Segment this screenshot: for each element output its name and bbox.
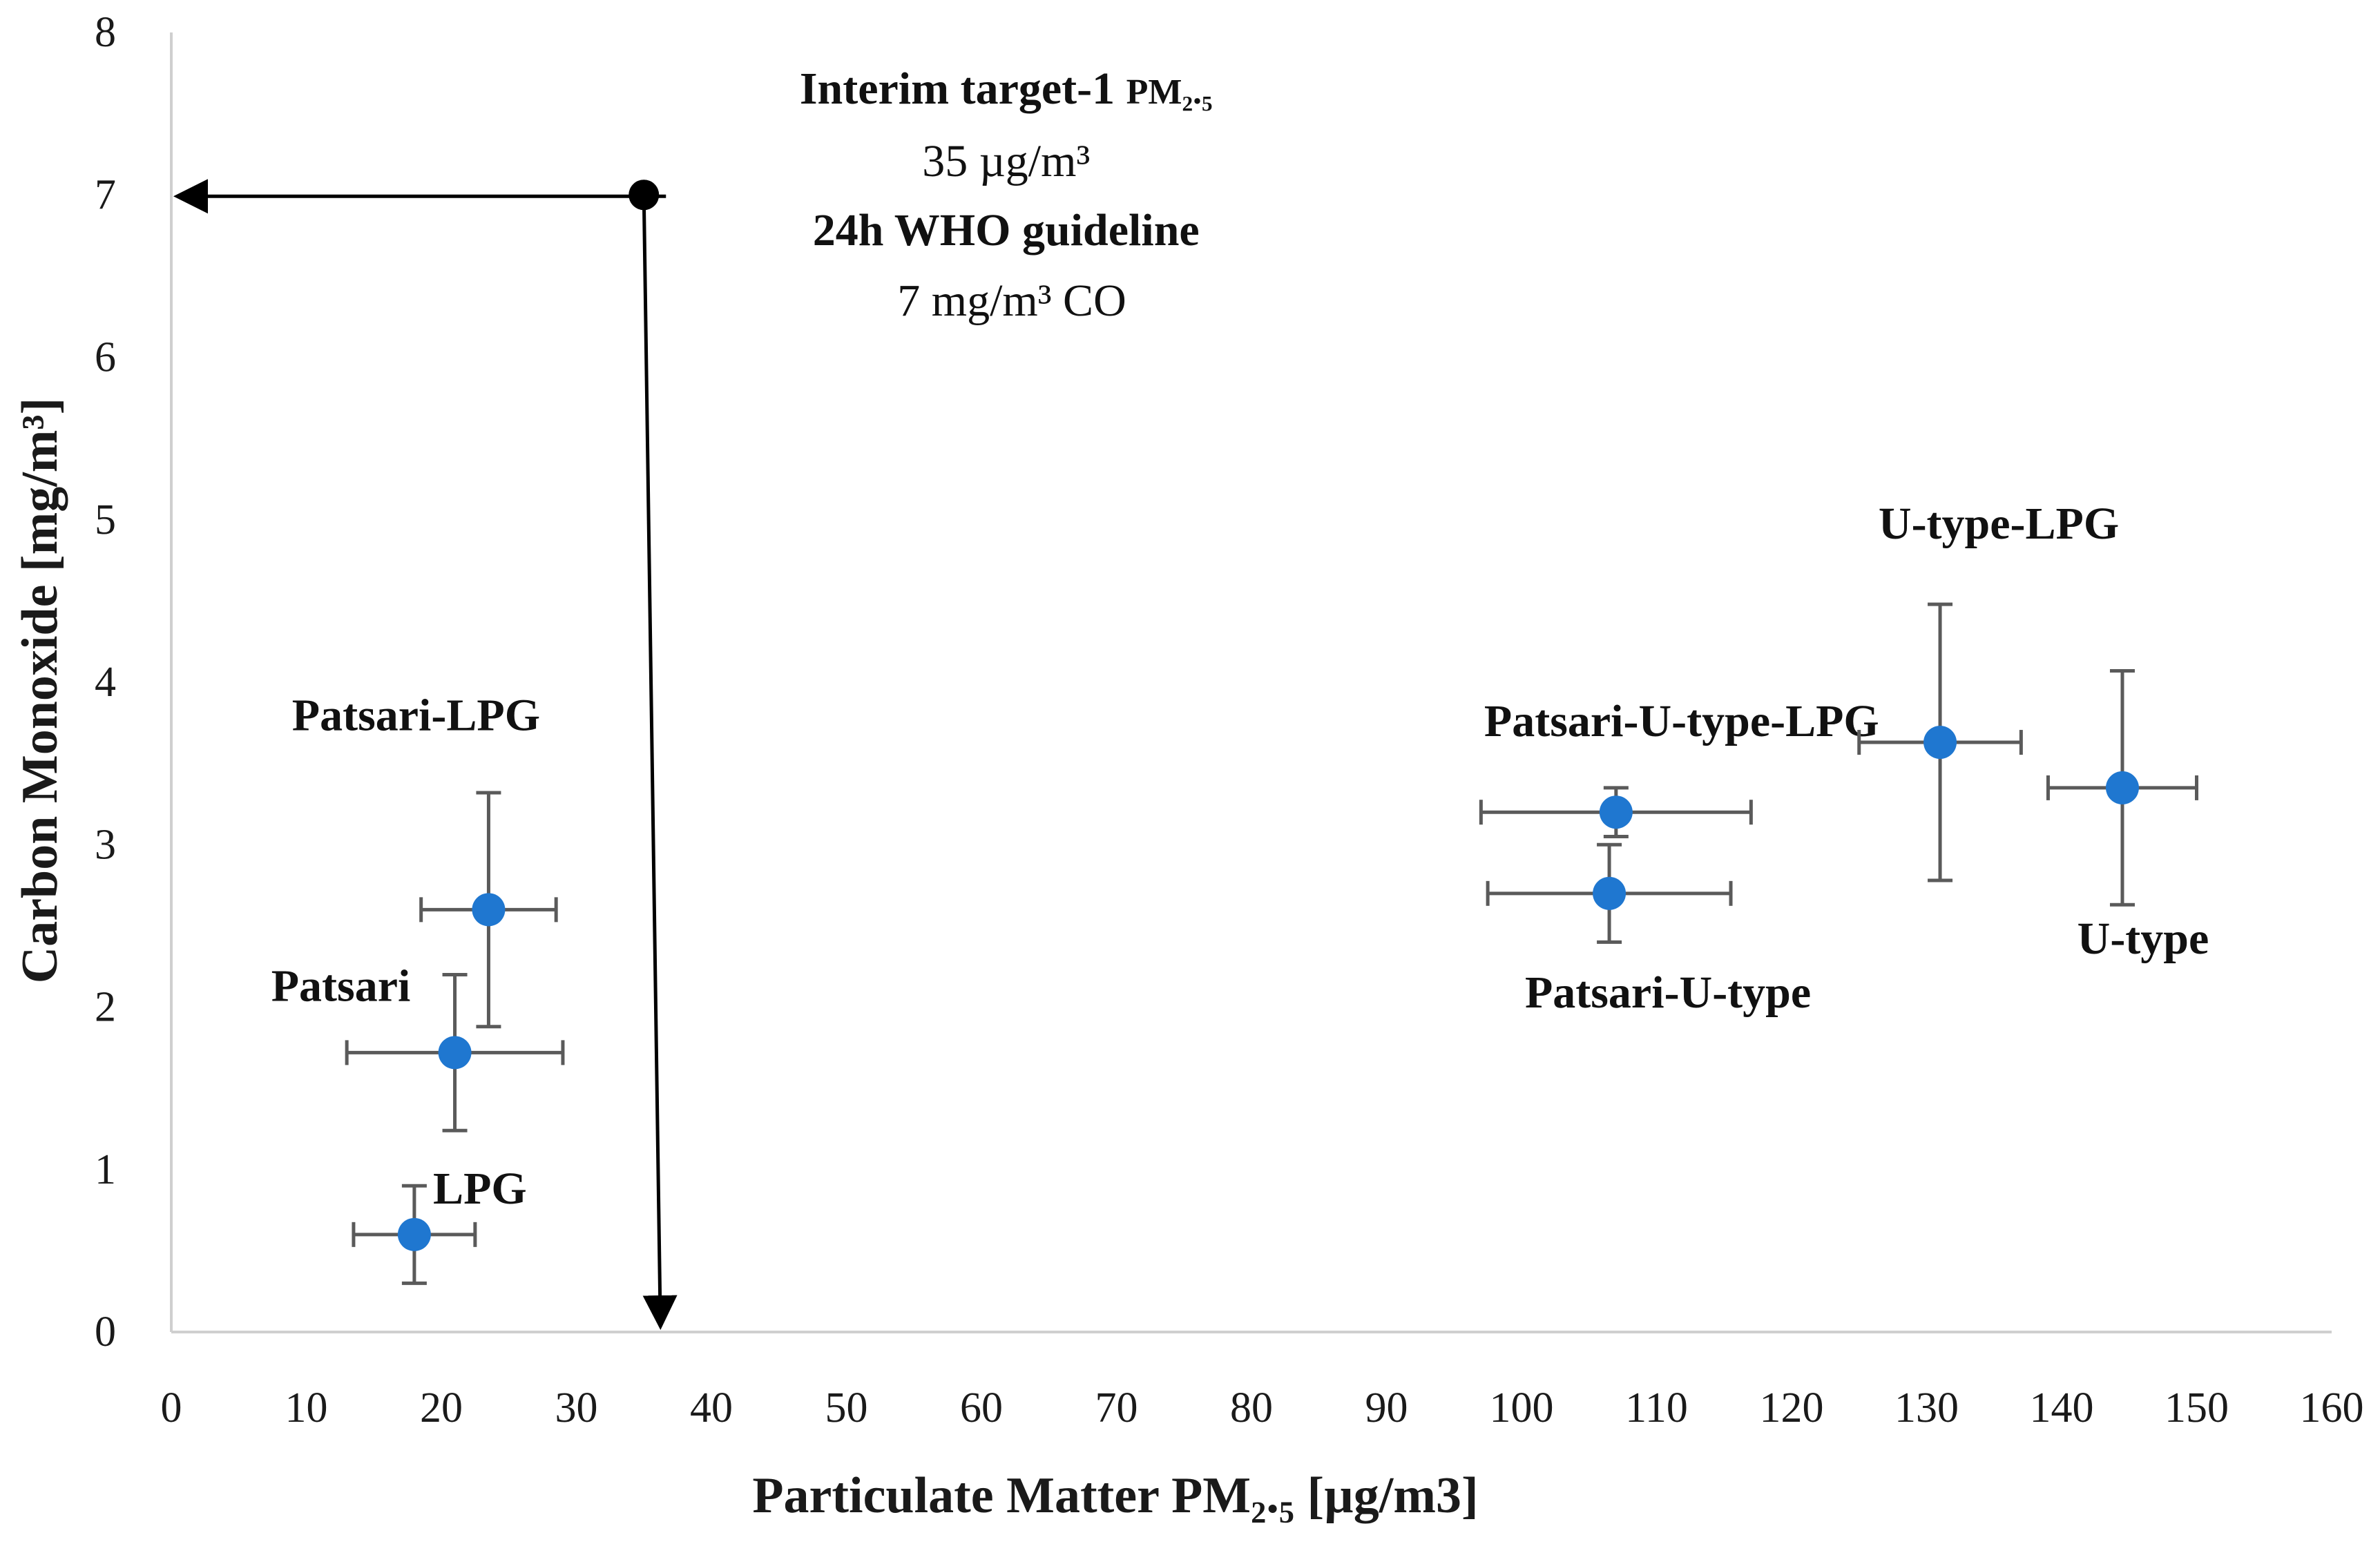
guideline-marker <box>628 180 660 211</box>
data-point <box>1923 726 1957 760</box>
data-point-group: U-type-LPG <box>1857 499 2119 882</box>
interim-target-label: Interim target-1 <box>800 64 1126 114</box>
guideline-arrows <box>173 179 678 1330</box>
x-tick-label: 70 <box>1095 1384 1138 1431</box>
data-series: LPG Patsari Patsari-LPG Patsari-U-type Patsa… <box>271 499 2209 1285</box>
x-tick-label: 90 <box>1365 1384 1408 1431</box>
x-tick-label: 80 <box>1230 1384 1273 1431</box>
data-point-label: Patsari-U-type <box>1525 967 1811 1018</box>
x-tick-label: 130 <box>1894 1384 1959 1431</box>
data-point-group: Patsari-U-type-LPG <box>1479 696 1879 838</box>
y-axis-title: Carbon Monoxide [mg/m³] <box>12 398 68 983</box>
x-tick-label: 100 <box>1490 1384 1554 1431</box>
y-tick-label: 8 <box>95 9 116 56</box>
y-tick-label: 5 <box>95 496 116 543</box>
data-point <box>472 893 506 927</box>
y-tick-label: 0 <box>95 1309 116 1355</box>
x-tick-label: 50 <box>825 1384 868 1431</box>
co-limit-value: 7 mg/m³ CO <box>897 276 1126 326</box>
data-point-group: Patsari <box>271 961 565 1132</box>
data-point-group: LPG <box>352 1164 527 1285</box>
x-tick-label: 120 <box>1760 1384 1824 1431</box>
data-point-label: Patsari-U-type-LPG <box>1484 696 1879 746</box>
x-tick-label: 150 <box>2165 1384 2229 1431</box>
x-tick-label: 30 <box>555 1384 598 1431</box>
interim-target-pm-label: PM₂.₅ <box>1126 73 1213 112</box>
data-point-label: U-type-LPG <box>1879 499 2119 549</box>
x-axis-ticks: 0 10 20 30 40 50 60 70 80 90 100 110 120 130 140 150 160 <box>161 1384 2364 1431</box>
data-point-label: Patsari <box>271 961 411 1011</box>
y-tick-label: 7 <box>95 171 116 218</box>
y-tick-label: 6 <box>95 334 116 381</box>
data-point-label: U-type <box>2077 914 2209 964</box>
y-axis-ticks: 0 1 2 3 4 5 6 7 8 <box>95 9 116 1355</box>
guideline-annotation: Interim target-1 PM₂.₅ 35 µg/m³ 24h WHO … <box>800 64 1224 326</box>
x-axis-title: Particulate Matter PM₂.₅ [µg/m3] <box>752 1467 1478 1524</box>
data-point <box>1593 876 1626 910</box>
x-tick-label: 20 <box>420 1384 463 1431</box>
x-tick-label: 110 <box>1625 1384 1688 1431</box>
pm-limit-value: 35 µg/m³ <box>922 136 1090 186</box>
data-point <box>1599 795 1633 829</box>
data-point-label: Patsari-LPG <box>292 690 540 740</box>
data-point-group: Patsari-U-type <box>1486 842 1811 1018</box>
x-tick-label: 140 <box>2030 1384 2094 1431</box>
x-tick-label: 40 <box>690 1384 733 1431</box>
x-tick-label: 60 <box>960 1384 1003 1431</box>
y-tick-label: 2 <box>95 984 116 1031</box>
data-point <box>397 1217 431 1251</box>
x-tick-label: 10 <box>285 1384 328 1431</box>
data-point-group: U-type <box>2046 669 2209 964</box>
data-point-label: LPG <box>433 1164 527 1214</box>
guideline-arrow-down <box>642 195 678 1330</box>
y-tick-label: 4 <box>95 659 116 706</box>
y-tick-label: 3 <box>95 821 116 868</box>
who-guideline-label: 24h WHO guideline <box>813 205 1200 255</box>
data-point <box>438 1036 472 1070</box>
y-tick-label: 1 <box>95 1146 116 1193</box>
data-point <box>2105 771 2139 804</box>
axes <box>170 32 2332 1333</box>
x-tick-label: 0 <box>161 1384 182 1431</box>
x-tick-label: 160 <box>2300 1384 2364 1431</box>
data-point-group: Patsari-LPG <box>292 690 558 1029</box>
